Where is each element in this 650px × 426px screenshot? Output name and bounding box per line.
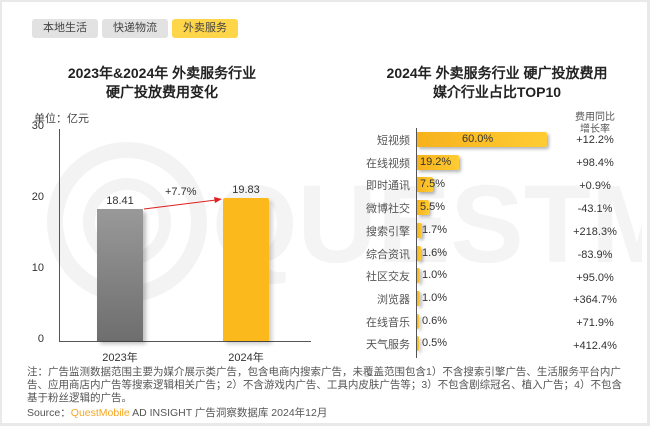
- x-label-2023: 2023年: [102, 352, 138, 364]
- bar-2024: [223, 198, 269, 341]
- bar-instant-messaging: [417, 177, 433, 192]
- source-brand: QuestMobile: [70, 407, 130, 419]
- growth-value: +218.3%: [573, 226, 617, 238]
- x-label-2024: 2024年: [228, 352, 264, 364]
- tab-local-life[interactable]: 本地生活: [32, 19, 98, 38]
- bar-value: 5.5%: [420, 201, 446, 213]
- bar-online-video: [417, 155, 459, 170]
- category-label: 在线音乐: [366, 317, 410, 329]
- left-title-line1: 2023年&2024年 外卖服务行业: [67, 65, 257, 81]
- tab-food-delivery[interactable]: 外卖服务: [172, 19, 238, 38]
- left-title-line2: 硬广投放费用变化: [106, 84, 218, 100]
- growth-arrow-icon: [143, 197, 222, 210]
- source-prefix: Source：: [27, 407, 71, 419]
- bar-weibo-social: [417, 200, 429, 215]
- y-tick: 20: [31, 191, 44, 203]
- bar-value: 60.0%: [462, 133, 494, 145]
- category-label: 综合资讯: [366, 249, 410, 261]
- growth-value: +412.4%: [573, 340, 617, 352]
- category-label: 短视频: [377, 135, 410, 147]
- right-title-line1: 2024年 外卖服务行业 硬广投放费用: [386, 65, 608, 81]
- right-title-line2: 媒介行业占比TOP10: [432, 84, 562, 100]
- bar-value: 1.6%: [422, 247, 448, 259]
- left-chart-title: 2023年&2024年 外卖服务行业 硬广投放费用变化: [42, 64, 282, 102]
- tab-express-logistics[interactable]: 快递物流: [102, 19, 168, 38]
- y-tick: 0: [37, 333, 44, 345]
- growth-header-line1: 费用同比: [575, 112, 615, 123]
- bar-social-dating: [417, 268, 420, 283]
- category-label: 天气服务: [366, 339, 410, 351]
- growth-value: +0.9%: [579, 180, 611, 192]
- growth-value: -43.1%: [577, 203, 613, 215]
- growth-annotation: +7.7%: [165, 186, 197, 198]
- growth-value: +71.9%: [576, 317, 614, 329]
- footnote: 注：广告监测数据范围主要为媒介展示类广告，包含电商内搜索广告，未覆盖范围包含1）…: [27, 366, 623, 404]
- unit-label: 单位：亿元: [34, 113, 89, 125]
- growth-value: +364.7%: [573, 294, 617, 306]
- category-label: 即时通讯: [366, 180, 410, 192]
- bar-2023: [97, 209, 143, 341]
- bar-weather: [417, 336, 419, 351]
- source-rest: AD INSIGHT 广告洞察数据库 2024年12月: [129, 407, 328, 419]
- category-label: 搜索引擎: [366, 226, 410, 238]
- growth-value: +95.0%: [576, 272, 614, 284]
- growth-value: -83.9%: [577, 249, 613, 261]
- growth-header-line2: 增长率: [580, 124, 610, 135]
- bar-value: 7.5%: [420, 178, 446, 190]
- bar-online-music: [417, 314, 419, 329]
- category-label: 在线视频: [366, 158, 410, 170]
- source-line: Source：QuestMobile AD INSIGHT 广告洞察数据库 20…: [27, 405, 327, 420]
- category-label: 浏览器: [377, 294, 410, 306]
- right-y-axis: [416, 128, 417, 358]
- bar-value-2023: 18.41: [106, 195, 134, 207]
- bar-value: 1.7%: [422, 224, 448, 236]
- category-label: 微博社交: [366, 203, 410, 215]
- bar-value: 0.5%: [422, 337, 448, 349]
- bar-news: [417, 246, 421, 261]
- growth-header: 费用同比 增长率: [570, 112, 620, 136]
- category-tabs: 本地生活 快递物流 外卖服务: [32, 19, 238, 38]
- bar-value: 19.2%: [420, 156, 452, 168]
- x-axis: [59, 341, 311, 342]
- bar-search-engine: [417, 223, 422, 238]
- right-chart-title: 2024年 外卖服务行业 硬广投放费用 媒介行业占比TOP10: [362, 64, 632, 102]
- growth-value: +98.4%: [576, 157, 614, 169]
- category-label: 社区交友: [366, 271, 410, 283]
- bar-value: 1.0%: [422, 269, 448, 281]
- y-tick: 10: [31, 262, 44, 274]
- bar-value: 1.0%: [422, 292, 448, 304]
- bar-short-video: [417, 132, 547, 147]
- growth-value: +12.2%: [576, 134, 614, 146]
- bar-value-2024: 19.83: [232, 184, 260, 196]
- y-tick: 30: [31, 120, 44, 132]
- y-axis: [59, 129, 60, 341]
- bar-browser: [417, 291, 420, 306]
- bar-value: 0.6%: [422, 315, 448, 327]
